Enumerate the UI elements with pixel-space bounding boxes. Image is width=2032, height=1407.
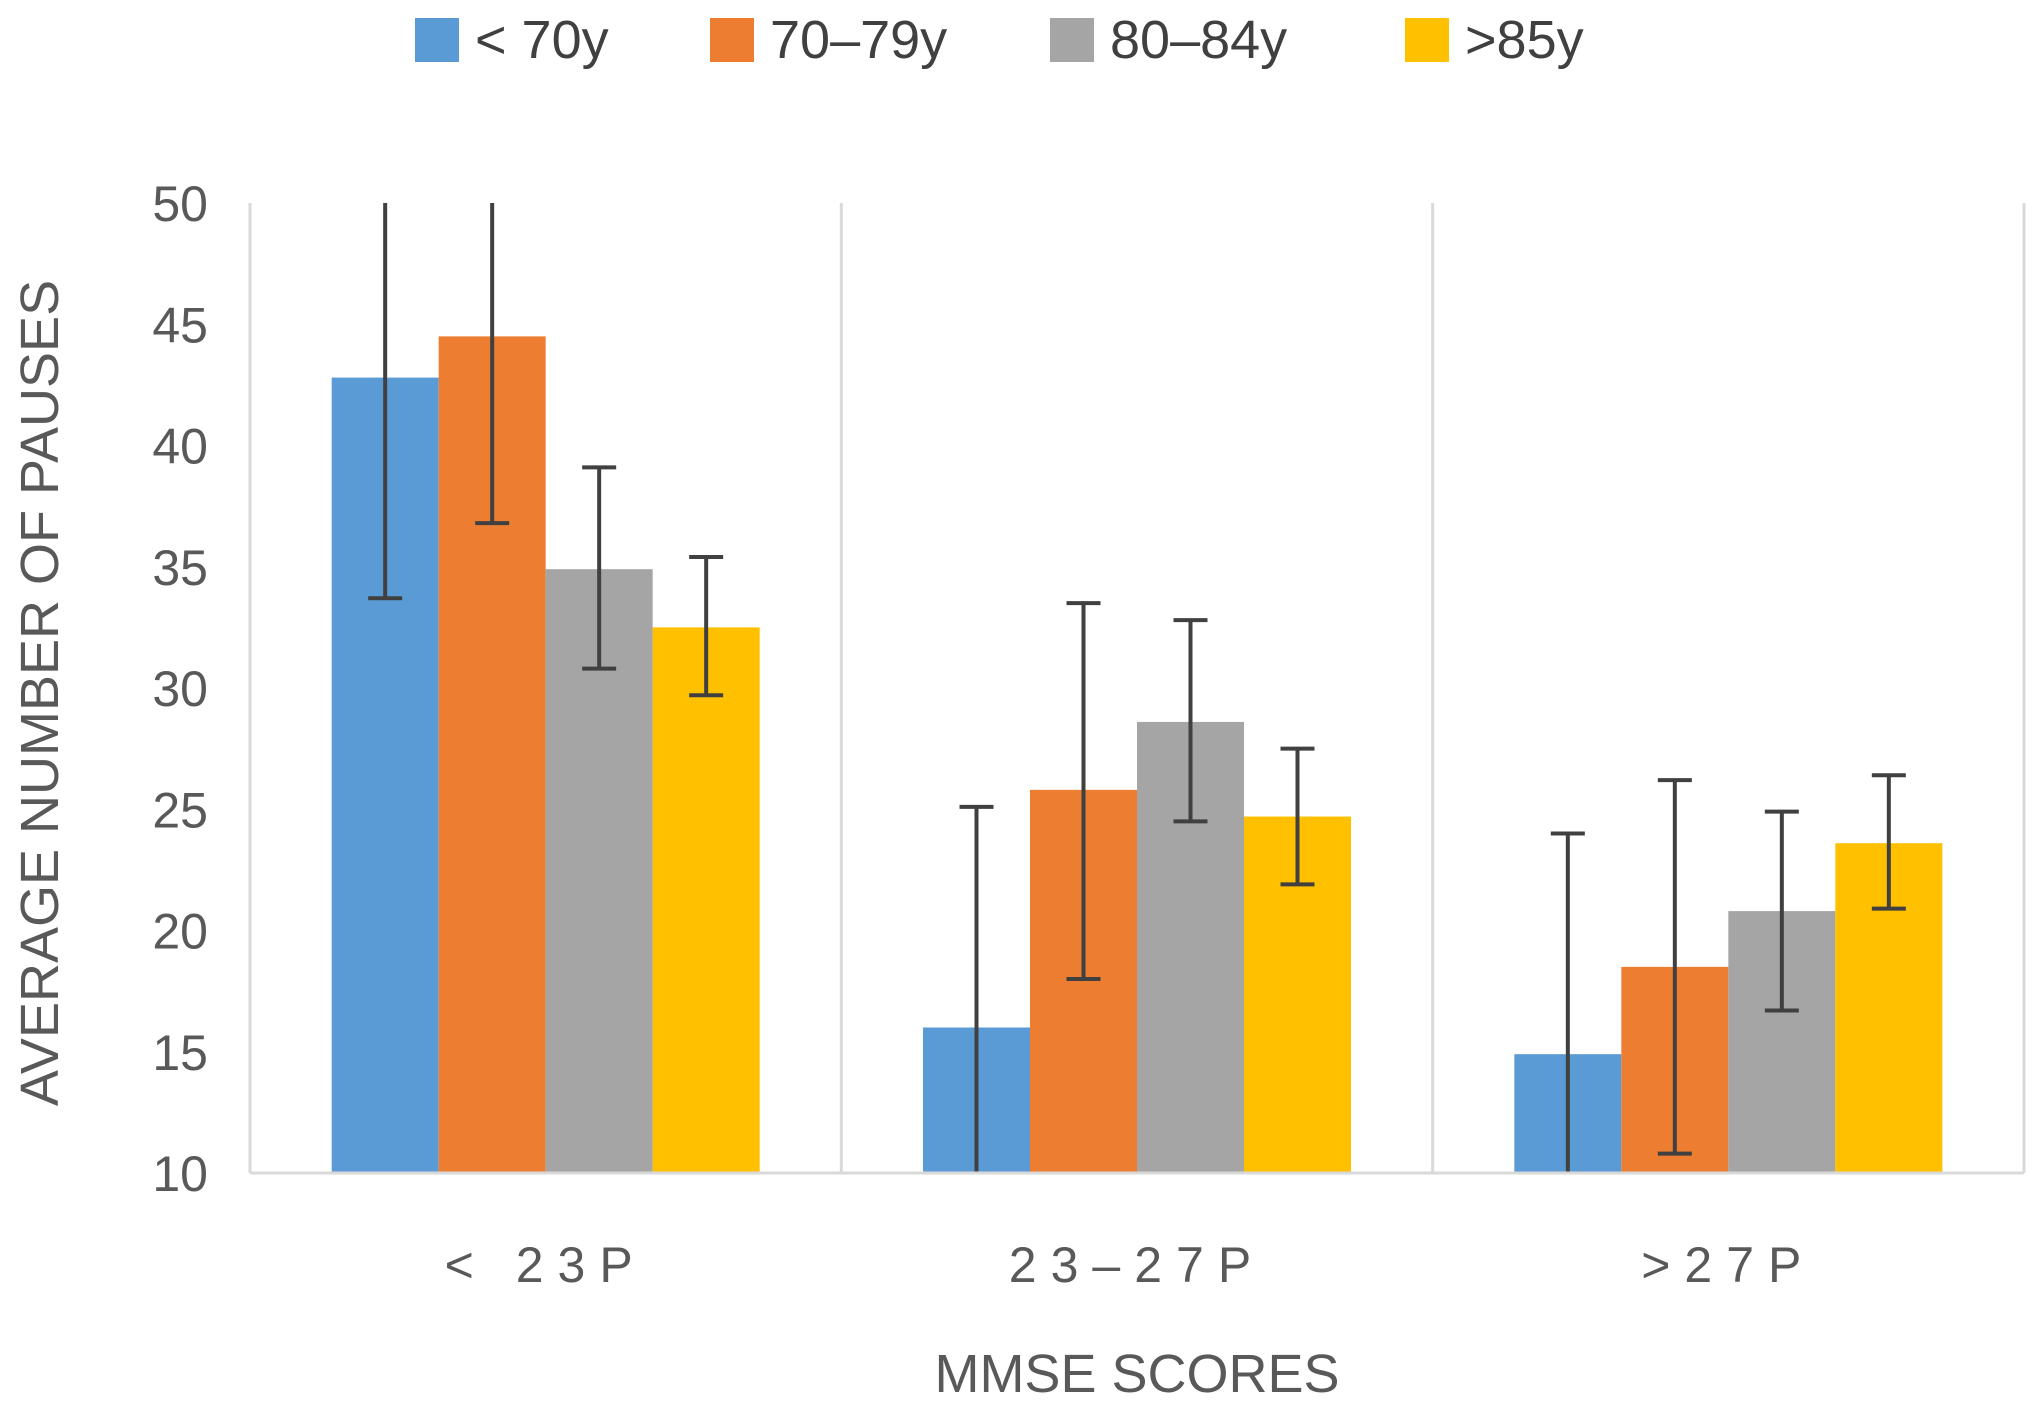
y-tick-label: 15: [152, 1025, 208, 1081]
y-tick-label: 50: [152, 176, 208, 232]
error-bars: [368, 203, 1906, 1173]
legend-label: 80–84y: [1110, 10, 1287, 70]
bar: [652, 627, 760, 1173]
x-category-label: >27P: [1641, 1237, 1815, 1293]
y-tick-label: 40: [152, 419, 208, 475]
y-tick-label: 20: [152, 904, 208, 960]
x-axis-title: MMSE SCORES: [934, 1344, 1339, 1404]
bars: [331, 336, 1943, 1174]
legend-label: < 70y: [475, 10, 609, 70]
x-axis-categories: < 23P 23–27P >27P: [445, 1237, 1815, 1293]
y-tick-label: 35: [152, 540, 208, 596]
x-category-label: 23–27P: [1009, 1237, 1265, 1293]
y-tick-label: 10: [152, 1146, 208, 1202]
legend-label: >85y: [1465, 10, 1584, 70]
y-tick-label: 45: [152, 297, 208, 353]
legend-swatch: [1405, 18, 1449, 62]
legend-label: 70–79y: [770, 10, 947, 70]
y-tick-label: 25: [152, 782, 208, 838]
y-axis-ticks: 10 15 20 25 30 35 40 45 50: [152, 176, 208, 1202]
legend-swatch: [710, 18, 754, 62]
legend: < 70y 70–79y 80–84y >85y: [415, 10, 1584, 70]
y-axis-title: AVERAGE NUMBER OF PAUSES: [10, 280, 70, 1106]
y-tick-label: 30: [152, 661, 208, 717]
legend-swatch: [1050, 18, 1094, 62]
x-category-label: < 23P: [445, 1237, 647, 1293]
category-gridlines: [248, 203, 2026, 1173]
legend-swatch: [415, 18, 459, 62]
